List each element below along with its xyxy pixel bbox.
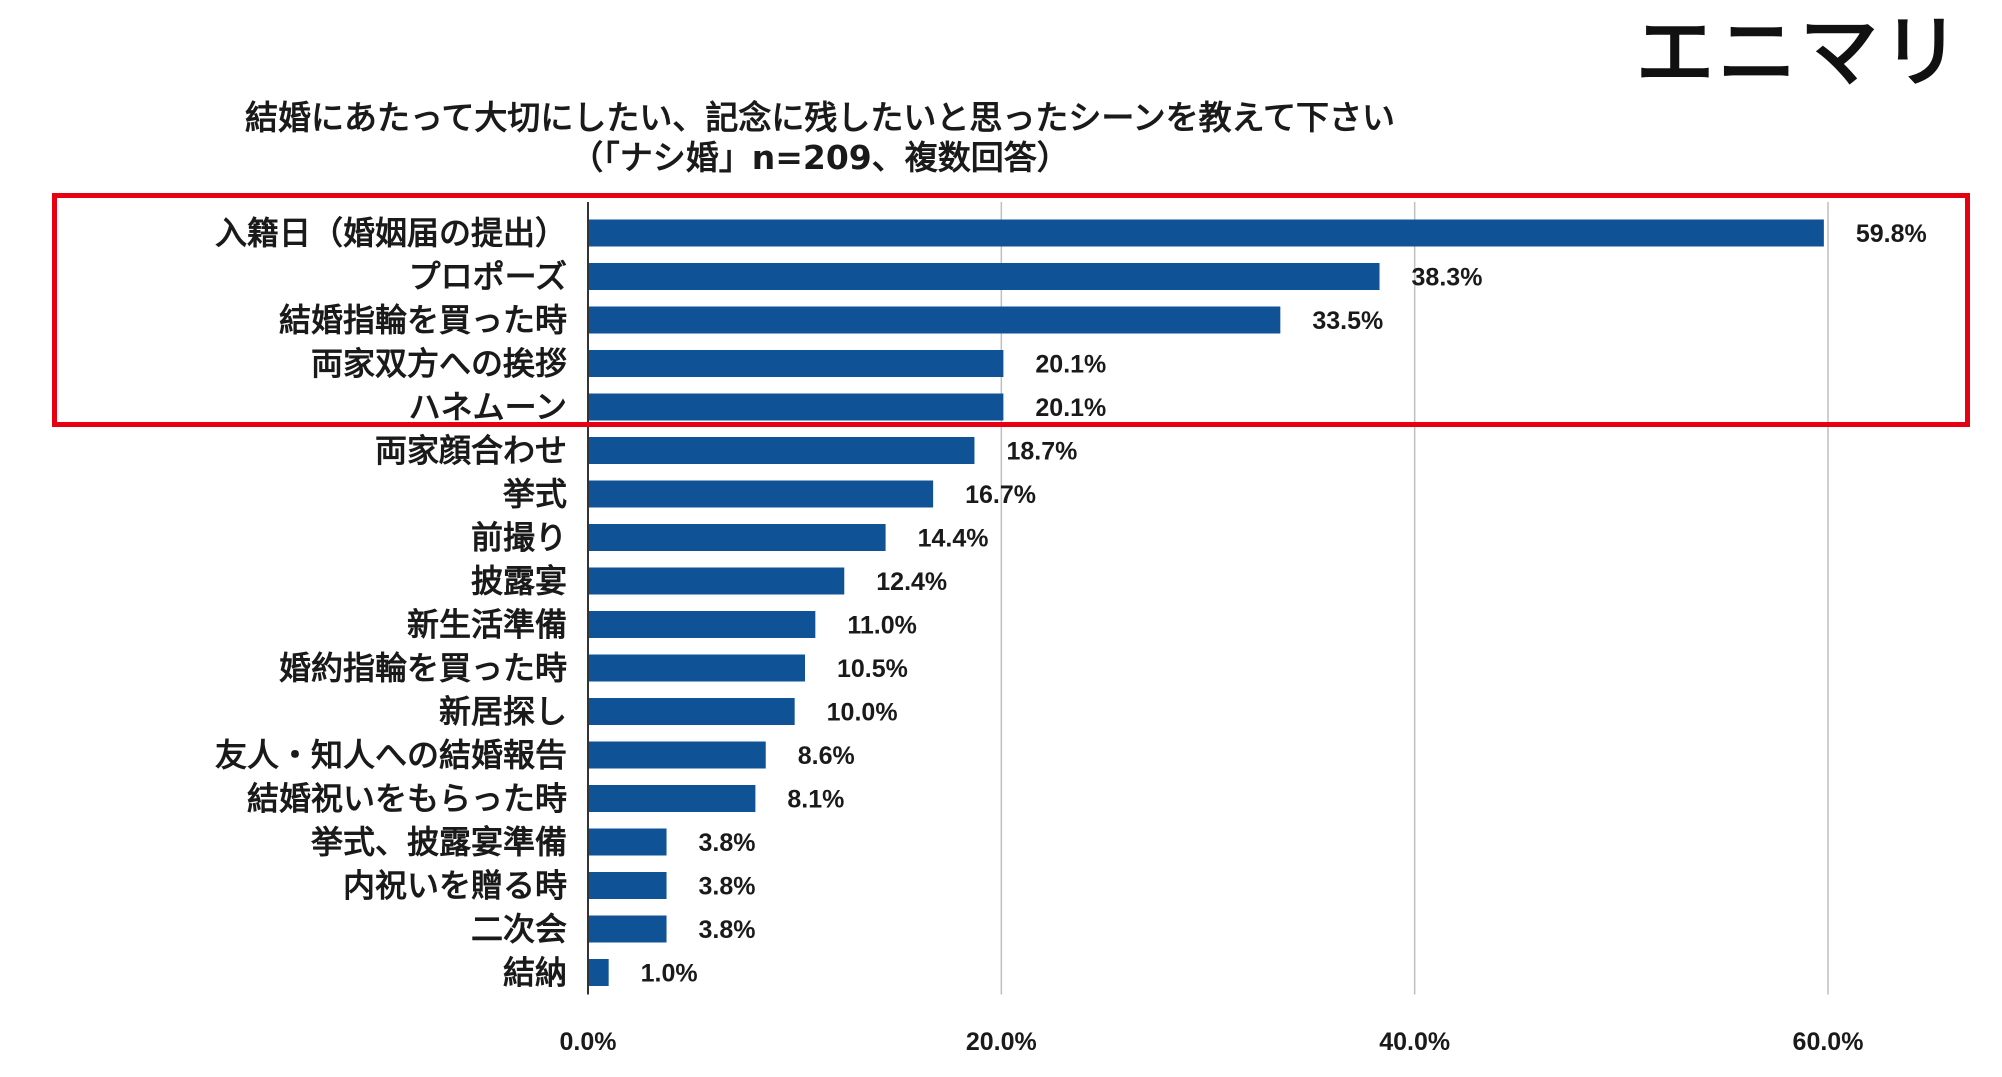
- data-label: 14.4%: [918, 525, 989, 553]
- data-label: 10.0%: [827, 699, 898, 727]
- x-tick-label: 60.0%: [1793, 1028, 1864, 1056]
- bar: [588, 524, 886, 551]
- category-label: 前撮り: [471, 519, 567, 557]
- category-label: 挙式: [502, 475, 567, 513]
- category-label: 二次会: [471, 910, 567, 948]
- bar: [588, 654, 805, 682]
- category-label: 両家顔合わせ: [375, 432, 567, 470]
- chart-subtitle: （「ナシ婚」n=209、複数回答）: [570, 138, 1070, 177]
- bar: [588, 567, 845, 595]
- data-label: 12.4%: [876, 568, 947, 596]
- data-label: 3.8%: [699, 829, 756, 857]
- data-label: 20.1%: [1035, 394, 1106, 422]
- data-label: 20.1%: [1035, 351, 1106, 379]
- category-label: 両家双方への挨拶: [311, 345, 567, 383]
- bar: [588, 785, 756, 812]
- category-label: プロポーズ: [409, 258, 567, 296]
- category-label: 結納: [503, 954, 567, 992]
- data-label: 1.0%: [641, 960, 698, 988]
- bar: [588, 828, 667, 856]
- bar: [588, 306, 1281, 334]
- bar: [588, 698, 795, 725]
- x-tick-label: 20.0%: [966, 1028, 1037, 1056]
- category-label: ハネムーン: [409, 388, 567, 426]
- data-label: 18.7%: [1006, 438, 1077, 466]
- data-label: 59.8%: [1856, 220, 1927, 248]
- bar: [588, 611, 816, 638]
- data-label: 3.8%: [699, 873, 756, 901]
- chart-title: 結婚にあたって大切にしたい、記念に残したいと思ったシーンを教えて下さい: [244, 98, 1396, 137]
- category-label: 披露宴: [471, 562, 567, 600]
- bar: [588, 219, 1824, 247]
- bar: [588, 393, 1004, 421]
- data-label: 11.0%: [847, 612, 917, 640]
- category-label: 内祝いを贈る時: [343, 867, 567, 905]
- data-label: 8.6%: [798, 742, 855, 770]
- bar: [588, 350, 1004, 377]
- bar: [588, 263, 1380, 290]
- data-label: 10.5%: [837, 655, 908, 683]
- bar: [588, 872, 667, 899]
- category-label: 新生活準備: [407, 606, 567, 644]
- category-label: 入籍日（婚姻届の提出）: [215, 214, 567, 252]
- bar: [588, 741, 766, 769]
- bar: [588, 437, 975, 464]
- category-label: 結婚祝いをもらった時: [247, 780, 567, 818]
- data-label: 8.1%: [787, 786, 844, 814]
- category-label: 結婚指輪を買った時: [279, 301, 567, 339]
- brand-logo: エニマリ: [1635, 8, 1964, 98]
- category-label: 新居探し: [439, 693, 567, 731]
- bar: [588, 915, 667, 943]
- category-label: 挙式、披露宴準備: [310, 823, 567, 861]
- x-tick-label: 0.0%: [560, 1028, 617, 1056]
- category-label: 婚約指輪を買った時: [279, 649, 567, 687]
- highlight-box: [52, 193, 1970, 427]
- x-tick-label: 40.0%: [1379, 1028, 1450, 1056]
- data-label: 16.7%: [965, 481, 1036, 509]
- data-label: 3.8%: [699, 916, 756, 944]
- data-label: 38.3%: [1412, 264, 1483, 292]
- bar: [588, 480, 934, 508]
- category-label: 友人・知人への結婚報告: [215, 736, 567, 774]
- bar: [588, 959, 609, 986]
- data-label: 33.5%: [1312, 307, 1383, 335]
